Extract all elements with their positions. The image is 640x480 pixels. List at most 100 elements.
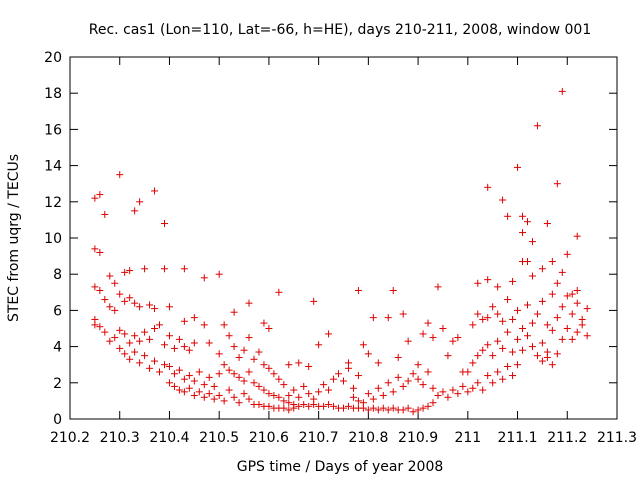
data-point: [156, 321, 164, 329]
data-point: [558, 303, 566, 311]
y-tick-label: 4: [53, 340, 62, 356]
data-point: [230, 343, 238, 351]
data-point: [354, 397, 362, 405]
data-point: [573, 299, 581, 307]
data-point: [484, 314, 492, 322]
data-point: [106, 272, 114, 280]
data-point: [285, 391, 293, 399]
data-point: [160, 265, 168, 273]
data-point: [126, 355, 134, 363]
data-point: [543, 220, 551, 228]
data-point: [419, 404, 427, 412]
data-point: [101, 296, 109, 304]
data-point: [523, 218, 531, 226]
data-point: [568, 290, 576, 298]
data-point: [260, 361, 268, 369]
data-point: [156, 368, 164, 376]
data-point: [538, 357, 546, 365]
data-point: [553, 180, 561, 188]
data-point: [151, 357, 159, 365]
data-point: [359, 341, 367, 349]
x-tick-label: 211.1: [497, 430, 537, 446]
data-point: [170, 344, 178, 352]
data-point: [280, 381, 288, 389]
data-point: [285, 406, 293, 414]
data-point: [260, 319, 268, 327]
data-point: [111, 306, 119, 314]
data-point: [116, 326, 124, 334]
data-point: [558, 335, 566, 343]
data-point: [245, 299, 253, 307]
data-point: [479, 386, 487, 394]
data-point: [280, 397, 288, 405]
data-point: [205, 339, 213, 347]
data-point: [479, 315, 487, 323]
data-point: [533, 122, 541, 130]
data-point: [315, 388, 323, 396]
x-tick-label: 210.4: [149, 430, 189, 446]
data-point: [205, 390, 213, 398]
data-point: [325, 386, 333, 394]
data-point: [414, 406, 422, 414]
data-point: [504, 296, 512, 304]
data-point: [96, 286, 104, 294]
data-point: [384, 379, 392, 387]
data-point: [514, 306, 522, 314]
data-point: [519, 346, 527, 354]
data-point: [354, 286, 362, 294]
data-point: [563, 250, 571, 258]
data-point: [170, 382, 178, 390]
data-point: [330, 402, 338, 410]
data-point: [180, 265, 188, 273]
data-point: [220, 397, 228, 405]
data-point: [160, 361, 168, 369]
data-point: [96, 323, 104, 331]
data-point: [464, 368, 472, 376]
data-point: [190, 339, 198, 347]
data-point: [509, 372, 517, 380]
data-point: [245, 368, 253, 376]
data-point: [369, 404, 377, 412]
data-point: [533, 310, 541, 318]
data-point: [180, 343, 188, 351]
data-point: [374, 359, 382, 367]
data-point: [265, 325, 273, 332]
data-point: [434, 391, 442, 399]
data-point: [121, 297, 129, 305]
data-point: [285, 361, 293, 369]
data-point: [121, 350, 129, 358]
data-point: [484, 276, 492, 284]
x-tick-label: 211.2: [547, 430, 587, 446]
data-point: [434, 283, 442, 291]
data-point: [548, 290, 556, 298]
data-point: [419, 381, 427, 389]
data-point: [479, 346, 487, 354]
y-tick-label: 20: [44, 50, 62, 66]
data-point: [344, 359, 352, 367]
data-point: [275, 393, 283, 401]
data-point: [170, 370, 178, 378]
data-point: [121, 330, 129, 338]
data-point: [116, 171, 124, 179]
data-point: [548, 361, 556, 369]
data-point: [160, 341, 168, 349]
data-point: [180, 375, 188, 383]
data-point: [310, 395, 318, 403]
data-point: [235, 399, 243, 407]
data-point: [146, 364, 154, 372]
y-axis: 0 2 4 6 8 10 12 14 16 18 20: [44, 50, 617, 428]
data-point: [449, 337, 457, 345]
data-point: [499, 375, 507, 383]
data-point: [399, 406, 407, 414]
data-point: [494, 337, 502, 345]
data-point: [459, 382, 467, 390]
data-point: [528, 272, 536, 280]
data-point: [151, 187, 159, 195]
data-point: [215, 270, 223, 278]
data-point: [553, 350, 561, 358]
data-point: [185, 346, 193, 354]
data-point: [469, 384, 477, 392]
data-point: [175, 366, 183, 374]
data-point: [141, 328, 149, 336]
